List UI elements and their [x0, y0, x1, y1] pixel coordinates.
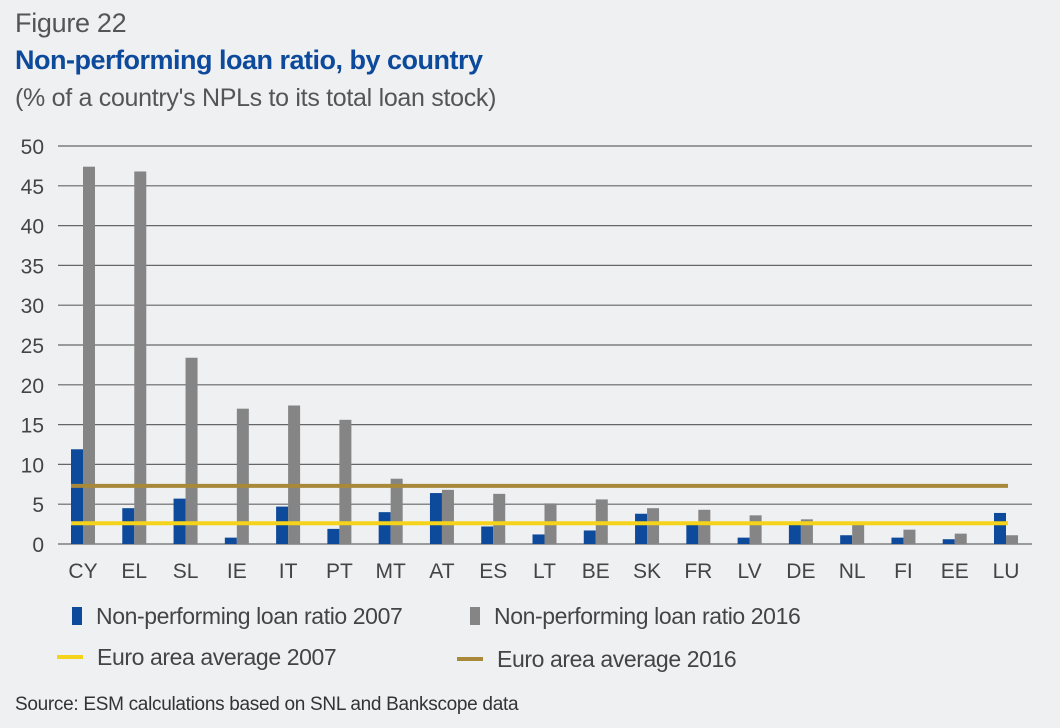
x-tick-label: SL — [173, 560, 199, 583]
bar-npl-2007-mt — [378, 512, 391, 544]
bar-npl-2007-ie — [224, 537, 237, 544]
y-tick-label: 35 — [21, 255, 44, 278]
y-tick-label: 10 — [21, 454, 44, 477]
x-tick-label: NL — [839, 560, 866, 583]
bar-npl-2007-lt — [532, 534, 545, 544]
x-tick-label: LV — [738, 560, 762, 583]
bar-npl-2016-de — [800, 519, 813, 544]
bar-npl-2007-de — [788, 523, 801, 544]
x-tick-label: IT — [279, 560, 298, 583]
x-tick-label: EL — [121, 560, 147, 583]
bar-npl-2016-it — [288, 405, 301, 544]
x-axis-labels: CY EL SL IE IT PT MT AT ES LT BE SK FR LV DE NL FI EE LU — [68, 560, 1019, 583]
y-tick-label: 45 — [21, 176, 44, 199]
average-lines — [71, 483, 1008, 526]
x-tick-label: ES — [479, 560, 507, 583]
bar-npl-2016-at — [441, 489, 454, 544]
y-tick-label: 5 — [32, 494, 44, 517]
bar-npl-2016-sk — [647, 508, 660, 544]
bar-npl-2016-el — [134, 171, 147, 545]
x-tick-label: LU — [993, 560, 1020, 583]
legend-label: Euro area average 2016 — [497, 646, 737, 672]
bar-npl-2007-pt — [327, 528, 340, 544]
y-tick-label: 30 — [21, 295, 44, 318]
chart-subtitle: (% of a country's NPLs to its total loan… — [15, 84, 497, 112]
x-tick-label: PT — [326, 560, 353, 583]
bar-npl-2007-ee — [942, 539, 955, 544]
bar-npl-2016-sl — [185, 357, 198, 544]
x-tick-label: CY — [68, 560, 97, 583]
x-tick-label: BE — [582, 560, 610, 583]
legend-item-npl-2016: Non-performing loan ratio 2016 — [470, 603, 801, 630]
bar-npl-2016-ie — [236, 408, 249, 544]
bar-npl-2016-nl — [852, 523, 865, 544]
bar-npl-2007-sk — [635, 513, 648, 544]
figure-label: Figure 22 — [15, 8, 127, 38]
x-tick-label: FI — [894, 560, 913, 583]
y-tick-label: 0 — [32, 534, 44, 557]
y-axis-ticks: 0 5 10 15 20 25 30 35 40 45 50 — [21, 136, 44, 557]
x-tick-label: DE — [786, 560, 815, 583]
y-tick-label: 25 — [21, 335, 44, 358]
bar-npl-2007-at — [429, 493, 442, 544]
bar-npl-2016-fi — [903, 529, 916, 544]
bar-npl-2007-fr — [686, 523, 699, 544]
bar-npl-2007-be — [583, 530, 596, 544]
bar-npl-2016-es — [493, 493, 506, 544]
legend-swatch-avg-2016 — [457, 657, 483, 661]
legend-item-avg-2007: Euro area average 2007 — [57, 644, 337, 671]
legend-item-npl-2007: Non-performing loan ratio 2007 — [72, 603, 403, 630]
y-tick-label: 40 — [21, 216, 44, 239]
x-tick-label: LT — [533, 560, 556, 583]
bar-npl-2016-pt — [339, 419, 352, 544]
chart-title: Non-performing loan ratio, by country — [15, 45, 483, 75]
source-note: Source: ESM calculations based on SNL an… — [15, 694, 519, 715]
x-tick-label: FR — [684, 560, 712, 583]
bar-npl-2016-ee — [954, 533, 967, 544]
x-tick-label: IE — [227, 560, 247, 583]
x-tick-label: EE — [941, 560, 969, 583]
legend-swatch-avg-2007 — [57, 655, 83, 659]
bar-npl-2016-lv — [749, 515, 762, 544]
bar-npl-2007-nl — [840, 535, 853, 544]
x-tick-label: AT — [429, 560, 454, 583]
legend-swatch-npl-2016 — [470, 607, 480, 625]
bar-npl-2007-lu — [994, 512, 1006, 544]
legend-swatch-npl-2007 — [72, 607, 82, 625]
bar-npl-2016-mt — [390, 478, 403, 544]
bar-npl-2007-fi — [891, 537, 904, 544]
legend-label: Non-performing loan ratio 2016 — [494, 603, 801, 629]
legend-label: Euro area average 2007 — [97, 644, 337, 670]
y-tick-label: 50 — [21, 136, 44, 159]
y-tick-label: 20 — [21, 375, 44, 398]
bar-npl-2007-el — [122, 508, 135, 544]
bar-chart: 0 5 10 15 20 25 30 35 40 45 50 CY EL SL IE IT PT MT AT ES L… — [21, 136, 1032, 583]
x-tick-label: MT — [376, 560, 406, 583]
bar-npl-2016-fr — [698, 509, 711, 544]
bar-npl-2007-es — [481, 526, 494, 544]
legend-item-avg-2016: Euro area average 2016 — [457, 646, 737, 673]
gridlines — [58, 145, 1032, 545]
bar-npl-2007-cy — [71, 449, 83, 544]
bar-npl-2016-cy — [83, 166, 95, 545]
y-tick-label: 15 — [21, 415, 44, 438]
bar-npl-2007-lv — [737, 537, 750, 544]
legend-label: Non-performing loan ratio 2007 — [96, 603, 403, 629]
bar-npl-2016-lu — [1006, 535, 1018, 544]
x-tick-label: SK — [633, 560, 661, 583]
